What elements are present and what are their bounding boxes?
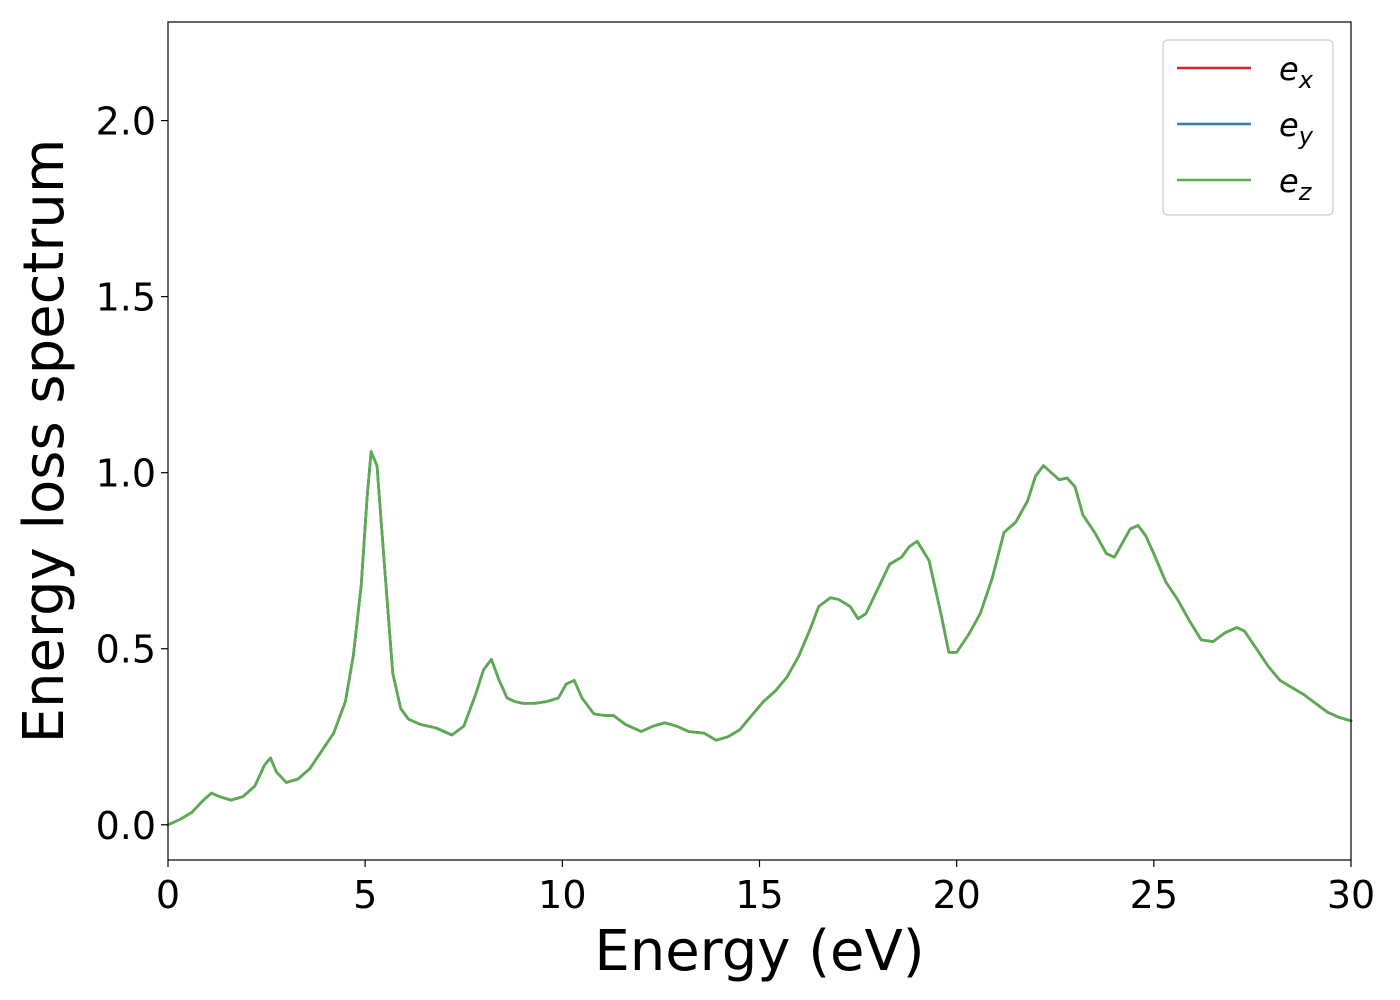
series-layer [166, 450, 1353, 827]
y-tick-label: 2.0 [96, 100, 156, 144]
x-tick-label: 20 [932, 873, 980, 917]
legend-label-y: ey [1279, 106, 1314, 150]
series-line-z [166, 450, 1353, 827]
x-tick-label: 30 [1327, 873, 1375, 917]
x-tick-label: 25 [1130, 873, 1178, 917]
x-tick-label: 15 [735, 873, 783, 917]
x-tick-label: 5 [353, 873, 377, 917]
legend-label-z: ez [1279, 162, 1313, 206]
x-tick-label: 0 [156, 873, 180, 917]
legend-box [1162, 39, 1334, 216]
plot-area [168, 22, 1351, 860]
y-axis-title: Energy loss spectrum [12, 139, 77, 744]
y-axis-ticks: 0.0 0.5 1.0 1.5 2.0 [96, 100, 168, 848]
x-axis-title: Energy (eV) [594, 919, 924, 984]
y-tick-label: 1.5 [96, 276, 156, 320]
y-tick-label: 0.0 [96, 804, 156, 848]
legend: ex ey ez [1162, 39, 1334, 216]
y-tick-label: 1.0 [96, 452, 156, 496]
y-tick-label: 0.5 [96, 628, 156, 672]
x-axis-ticks: 0 5 10 15 20 25 30 [156, 860, 1375, 917]
legend-label-x: ex [1279, 50, 1314, 94]
x-tick-label: 10 [538, 873, 586, 917]
